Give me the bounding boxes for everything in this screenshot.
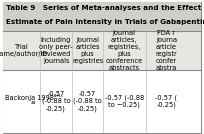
Text: -0.57 (-0.88
to −0.25): -0.57 (-0.88 to −0.25) — [105, 94, 144, 108]
Bar — [3, 70, 201, 133]
Text: -0.57
(-0.88 to
-0.25): -0.57 (-0.88 to -0.25) — [42, 91, 70, 112]
Text: Journal
articles
plus
registries: Journal articles plus registries — [72, 37, 103, 64]
Text: Journal
articles,
registries,
plus
conference
abstracts: Journal articles, registries, plus confe… — [106, 30, 143, 71]
Text: Including
only peer-
reviewed
journals: Including only peer- reviewed journals — [39, 37, 73, 64]
Text: -0.57 (
-0.25): -0.57 ( -0.25) — [155, 94, 177, 108]
Text: Estimate of Pain Intensity in Trials of Gabapentin for Neurop: Estimate of Pain Intensity in Trials of … — [6, 19, 204, 25]
Text: Table 9   Series of Meta-analyses and the Effect of Adding o: Table 9 Series of Meta-analyses and the … — [6, 5, 204, 11]
Text: FDA r
journa
article
registr
confer
abstra: FDA r journa article registr confer abst… — [155, 30, 177, 71]
Text: Backonja 1998²ᴴ⁻
²⁸: Backonja 1998²ᴴ⁻ ²⁸ — [5, 94, 63, 108]
Bar — [3, 31, 201, 70]
Text: Trial
name/author/ID: Trial name/author/ID — [0, 44, 48, 57]
Text: -0.57
(-0.88 to
-0.25): -0.57 (-0.88 to -0.25) — [73, 91, 102, 112]
Bar — [3, 2, 201, 31]
